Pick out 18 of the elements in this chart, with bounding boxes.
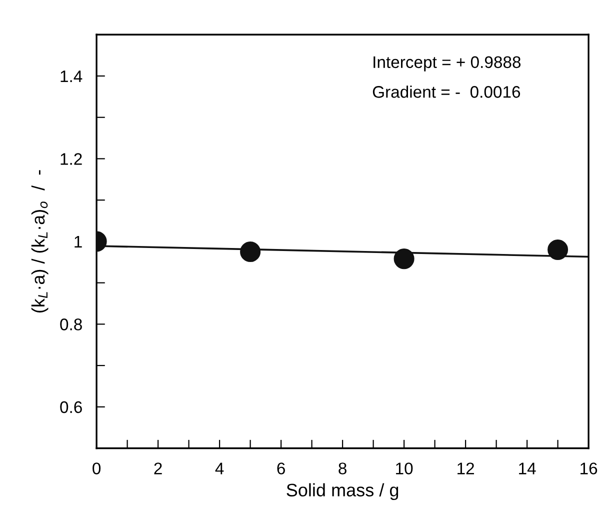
y-tick-label: 1	[74, 236, 82, 248]
x-axis-title: Solid mass / g	[286, 483, 398, 500]
y-tick-label: 0.8	[60, 318, 82, 330]
x-tick-label: 2	[154, 462, 162, 474]
x-tick-label: 6	[277, 462, 285, 474]
x-tick-label: 0	[92, 462, 101, 474]
x-tick-label: 8	[338, 462, 346, 474]
x-tick-label: 4	[215, 462, 224, 474]
x-tick-label: 12	[458, 462, 474, 474]
x-tick-label: 10	[396, 462, 413, 474]
y-axis-title: (k$_{L}$·a) / (k$_{L}$·a)$_{o}$ / -	[31, 170, 48, 312]
y-tick-label: 1.2	[60, 153, 82, 165]
x-tick-label: 16	[580, 462, 598, 474]
y-tick-label: 1.4	[60, 70, 82, 82]
x-tick-label: 14	[519, 462, 536, 474]
annotation: Gradient = - 0.0016	[372, 86, 520, 98]
annotation: Intercept = + 0.9888	[374, 56, 521, 72]
y-tick-label: 0.6	[60, 401, 82, 414]
